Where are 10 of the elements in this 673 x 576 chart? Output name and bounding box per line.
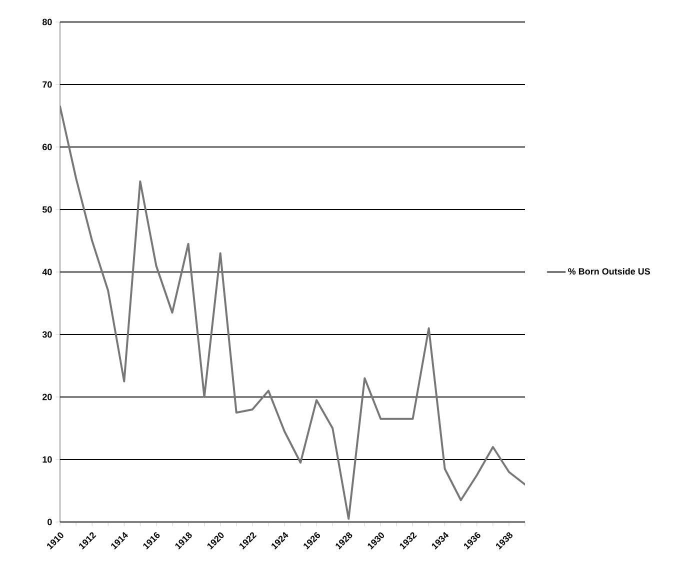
y-tick-label: 10 bbox=[42, 456, 52, 463]
y-tick-label: 50 bbox=[42, 206, 52, 213]
y-tick-label: 30 bbox=[42, 331, 52, 338]
y-tick-label: 60 bbox=[42, 144, 52, 150]
y-tick-label: 80 bbox=[42, 18, 52, 26]
y-tick-label: 40 bbox=[42, 268, 52, 276]
y-tick-label: 0 bbox=[48, 518, 52, 526]
y-tick-label: 70 bbox=[42, 81, 52, 88]
legend-label: % Born Outside US bbox=[568, 268, 650, 275]
y-tick-label: 20 bbox=[42, 394, 52, 400]
